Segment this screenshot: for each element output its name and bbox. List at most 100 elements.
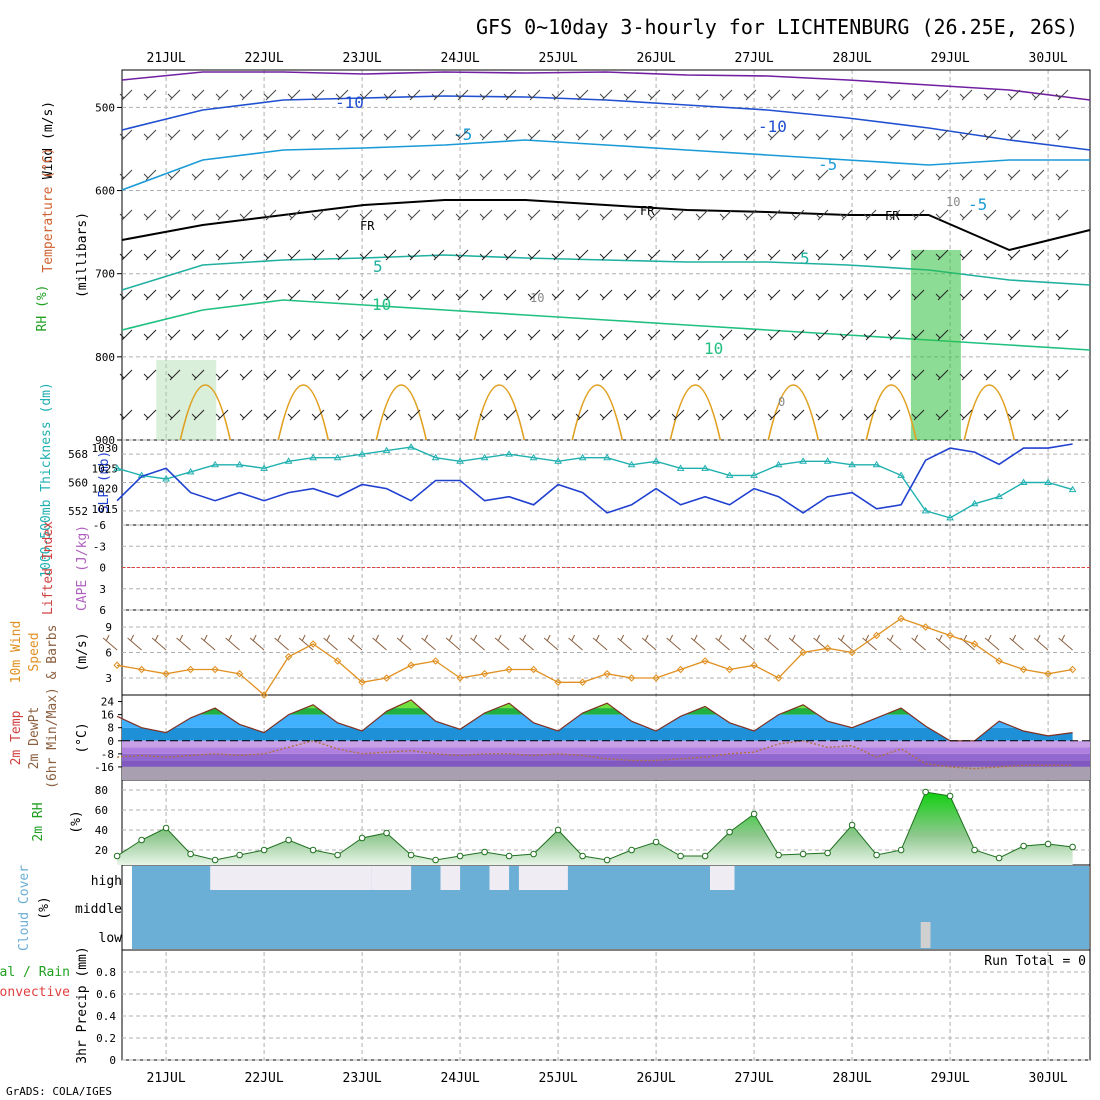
upper-wind-barb xyxy=(887,369,901,381)
upper-wind-barb xyxy=(263,409,277,421)
upper-wind-barb xyxy=(1007,169,1021,181)
upper-wind-barb xyxy=(983,329,997,341)
upper-wind-barb xyxy=(1007,209,1021,221)
upper-wind-barb xyxy=(647,129,661,141)
temp-contour xyxy=(277,384,330,441)
upper-wind-barb xyxy=(719,169,733,181)
rh-point xyxy=(505,852,513,860)
slp-right-label: SLP (mb) xyxy=(97,451,112,514)
upper-wind-barb xyxy=(167,129,181,141)
upper-wind-barb xyxy=(887,249,901,261)
upper-wind-barb xyxy=(887,409,901,421)
upper-wind-barb xyxy=(1055,209,1069,221)
contour-label: -5 xyxy=(818,155,837,174)
upper-wind-barb xyxy=(1031,129,1045,141)
upper-wind-barb xyxy=(167,369,181,381)
upper-wind-barb xyxy=(983,289,997,301)
upper-wind-barb xyxy=(479,129,493,141)
thickness-point xyxy=(1068,485,1077,493)
rh-point xyxy=(652,838,660,846)
cloud-high-clear xyxy=(210,866,294,890)
upper-wind-barb xyxy=(551,369,565,381)
upper-wind-barb xyxy=(575,209,589,221)
upper-wind-barb xyxy=(383,289,397,301)
upper-wind-barb xyxy=(287,89,301,101)
upper-wind-barb xyxy=(527,129,541,141)
wind-barb xyxy=(592,634,608,651)
upper-wind-barb xyxy=(959,129,973,141)
upper-wind-barb xyxy=(911,409,925,421)
upper-wind-barb xyxy=(1055,289,1069,301)
contour-label: -10 xyxy=(758,117,787,136)
wind-barb xyxy=(1009,634,1024,651)
upper-wind-barb xyxy=(503,249,517,261)
upper-wind-barb xyxy=(311,129,325,141)
upper-wind-barb xyxy=(407,329,421,341)
wind-speed-point xyxy=(603,670,611,678)
wind-barb xyxy=(421,634,436,651)
upper-wind-barb xyxy=(1031,409,1045,421)
thickness-point xyxy=(897,471,905,478)
rh-point xyxy=(726,828,733,836)
rh-point xyxy=(162,824,170,832)
upper-wind-barb xyxy=(431,249,445,261)
upper-wind-barb xyxy=(671,209,685,221)
day-label-top: 25JUL xyxy=(539,51,578,66)
upper-wind-barb xyxy=(455,409,469,421)
upper-wind-barb xyxy=(431,169,445,181)
wind-barb xyxy=(470,634,485,651)
rh-point xyxy=(383,829,390,837)
upper-wind-barb xyxy=(383,89,397,101)
pressure-tick-label: 700 xyxy=(95,268,115,281)
upper-wind-barb xyxy=(887,129,901,141)
upper-wind-barb xyxy=(671,289,685,301)
thickness-point xyxy=(186,467,195,475)
precip-tick-label: 0.4 xyxy=(96,1010,116,1023)
upper-wind-barb xyxy=(551,249,565,261)
upper-wind-barb xyxy=(647,329,661,341)
wind-barb xyxy=(739,634,755,651)
upper-wind-barb xyxy=(959,209,973,221)
upper-wind-barb xyxy=(911,89,925,101)
upper-wind-barb xyxy=(767,409,781,421)
upper-wind-barb xyxy=(599,289,613,301)
thickness-line xyxy=(116,446,1073,519)
upper-wind-barb xyxy=(335,409,349,421)
upper-wind-barb xyxy=(863,209,877,221)
upper-wind-barb xyxy=(551,169,565,181)
upper-wind-barb xyxy=(575,89,589,101)
upper-wind-barb xyxy=(791,209,805,221)
thickness-point xyxy=(823,457,832,464)
upper-wind-barb xyxy=(671,129,685,141)
rh-point xyxy=(358,834,366,842)
rh-point xyxy=(236,851,243,859)
upper-wind-barb xyxy=(767,329,781,341)
upper-wind-barb xyxy=(239,409,253,421)
upper-wind-barb xyxy=(719,129,733,141)
upper-wind-barb xyxy=(767,369,781,381)
upper-wind-barb xyxy=(791,329,805,341)
wind-speed-point xyxy=(1068,665,1077,674)
rh-point xyxy=(138,836,145,844)
wind-speed-point xyxy=(113,661,121,669)
thickness-point xyxy=(431,453,440,461)
upper-wind-barb xyxy=(887,329,901,341)
upper-wind-barb xyxy=(695,369,709,381)
upper-wind-barb xyxy=(479,89,493,101)
upper-wind-barb xyxy=(455,329,469,341)
upper-wind-barb xyxy=(503,369,517,381)
upper-wind-barb xyxy=(719,209,733,221)
upper-wind-barb xyxy=(815,169,829,181)
cloud-label: Cloud Cover xyxy=(17,865,32,951)
upper-wind-barb xyxy=(671,249,685,261)
upper-wind-barb xyxy=(119,249,133,261)
upper-wind-barb xyxy=(863,369,877,381)
rh-shading xyxy=(156,360,217,440)
contour-label: FR xyxy=(885,209,900,223)
upper-wind-barb xyxy=(959,369,973,381)
wind-speed-point xyxy=(701,657,709,665)
rh-point xyxy=(701,852,709,860)
wind-tick-label: 9 xyxy=(105,621,112,634)
upper-wind-barb xyxy=(839,89,853,101)
